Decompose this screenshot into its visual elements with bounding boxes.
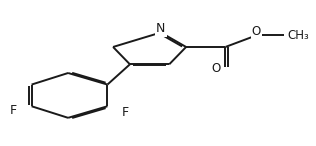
Text: O: O [252,25,261,38]
Text: O: O [211,62,220,75]
Text: N: N [156,22,166,35]
Text: F: F [122,106,129,119]
Text: F: F [10,104,17,117]
Text: CH₃: CH₃ [287,29,309,42]
